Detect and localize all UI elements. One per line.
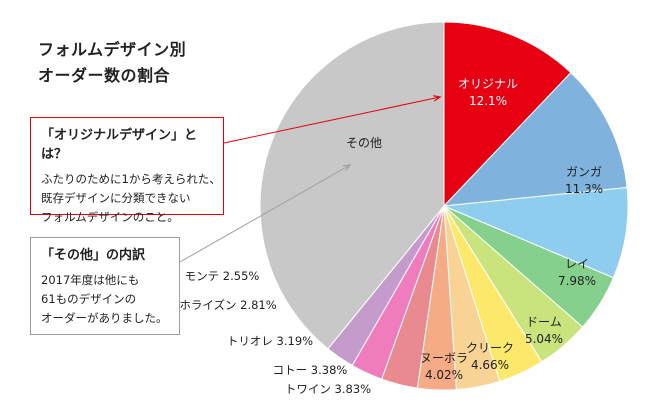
slice-value-label-3: 5.04% [525, 332, 563, 346]
pie-slice-1 [442, 71, 628, 207]
slice-outside-label-9: ホライズン 2.81% [179, 298, 276, 312]
pie-label-10: モンテ 2.55% [185, 269, 260, 283]
note-original-line-1: ふたりのために1から考えられた、 [41, 172, 221, 186]
pie-label-4: クリーク 4.66% [466, 341, 514, 372]
note-other-line-1: 2017年度は他にも [41, 273, 140, 287]
pie-label-1: ガンガ 11.3% [565, 165, 603, 196]
slice-name-label-2: レイ [565, 257, 589, 271]
pie-label-11: その他 [346, 136, 382, 150]
pie-label-0: オリジナル 12.1% [458, 77, 518, 108]
pie-label-9: ホライズン 2.81% [179, 298, 276, 312]
slice-value-label-0: 12.1% [469, 94, 507, 108]
pie-label-8: トリオレ 3.19% [227, 334, 313, 348]
slice-value-label-1: 11.3% [565, 182, 603, 196]
slice-outside-label-10: モンテ 2.55% [185, 269, 260, 283]
slice-name-label-1: ガンガ [566, 165, 602, 179]
pie-label-6: トワイン 3.83% [285, 382, 371, 396]
note-other-breakdown: 「その他」の内訳 2017年度は他にも 61ものデザインの オーダーがありました… [30, 237, 180, 335]
pie-label-7: コトー 3.38% [273, 363, 348, 377]
slice-name-label-5: ヌーボラ [420, 351, 468, 365]
slice-outside-label-8: トリオレ 3.19% [227, 334, 313, 348]
pie-slice-11 [259, 21, 445, 350]
chart-title-line1: フォルムデザイン別 [38, 40, 187, 59]
pie-slice-2 [443, 186, 629, 279]
note-original-line-2: 既存デザインに分類できない [41, 191, 191, 205]
slice-name-label-11: その他 [346, 136, 382, 150]
callout-arrow-original [223, 95, 442, 144]
note-other-line-3: オーダーがありました。 [41, 311, 168, 325]
slice-outside-label-6: トワイン 3.83% [285, 382, 371, 396]
pie-label-2: レイ 7.98% [558, 257, 596, 288]
pie-slice-0 [443, 21, 572, 208]
slice-name-label-4: クリーク [466, 341, 514, 355]
slice-outside-label-7: コトー 3.38% [273, 363, 348, 377]
slice-name-label-0: オリジナル [458, 77, 518, 91]
callout-arrow-other [179, 164, 352, 263]
slice-value-label-5: 4.02% [425, 368, 463, 382]
note-original-line-3: フォルムデザインのこと。 [41, 210, 179, 224]
note-other-line-2: 61ものデザインの [41, 292, 137, 306]
pie-label-5: ヌーボラ 4.02% [420, 351, 468, 382]
chart-title-line2: オーダー数の割合 [38, 66, 171, 85]
slice-name-label-3: ドーム [526, 315, 562, 329]
pie-label-3: ドーム 5.04% [525, 315, 563, 346]
slice-value-label-4: 4.66% [471, 358, 509, 372]
note-original-heading: 「オリジナルデザイン」とは？ [41, 128, 198, 162]
note-original-definition: 「オリジナルデザイン」とは？ ふたりのために1から考えられた、 既存デザインに分… [30, 117, 224, 224]
note-other-heading: 「その他」の内訳 [41, 248, 146, 263]
slice-value-label-2: 7.98% [558, 274, 596, 288]
